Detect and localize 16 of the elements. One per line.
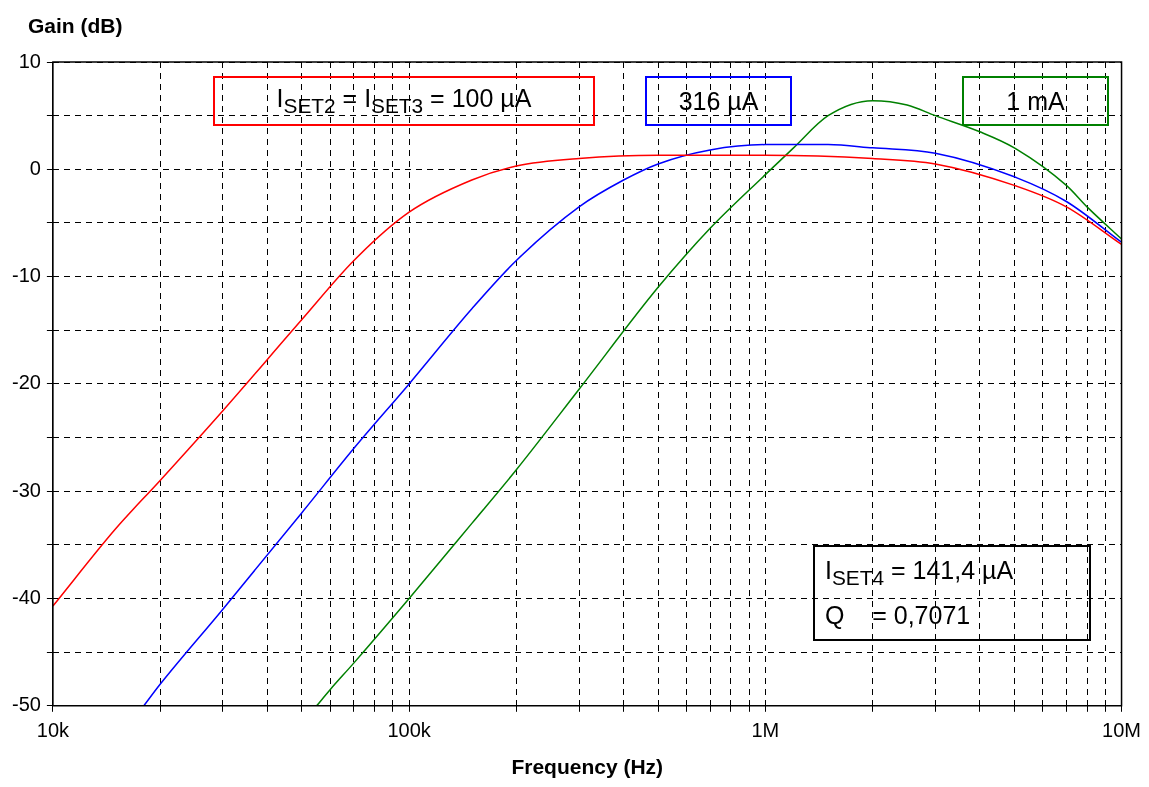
y-tick-label: -30 (12, 478, 41, 501)
annotation: Q = 0,7071 (825, 600, 972, 630)
x-tick-label: 10M (1102, 719, 1141, 742)
x-tick-label: 100k (387, 719, 432, 742)
y-tick-label: 0 (29, 156, 41, 179)
y-tick-label: -50 (12, 693, 41, 716)
y-tick-label: 10 (18, 49, 41, 72)
y-tick-label: -10 (12, 264, 41, 287)
x-tick-label: 10k (36, 719, 71, 742)
x-tick-label: 1M (751, 719, 780, 742)
series-label: I$_{SET2}$ = I$_{SET3}$ = 100 µA (276, 84, 532, 118)
x-axis-title: Frequency (Hz) (511, 755, 664, 779)
annotation: I$_{SET4}$ = 141,4 µA (825, 556, 1015, 591)
y-tick-label: -20 (12, 371, 41, 394)
y-axis-title: Gain (dB) (28, 14, 123, 38)
y-tick-label: -40 (12, 586, 41, 609)
